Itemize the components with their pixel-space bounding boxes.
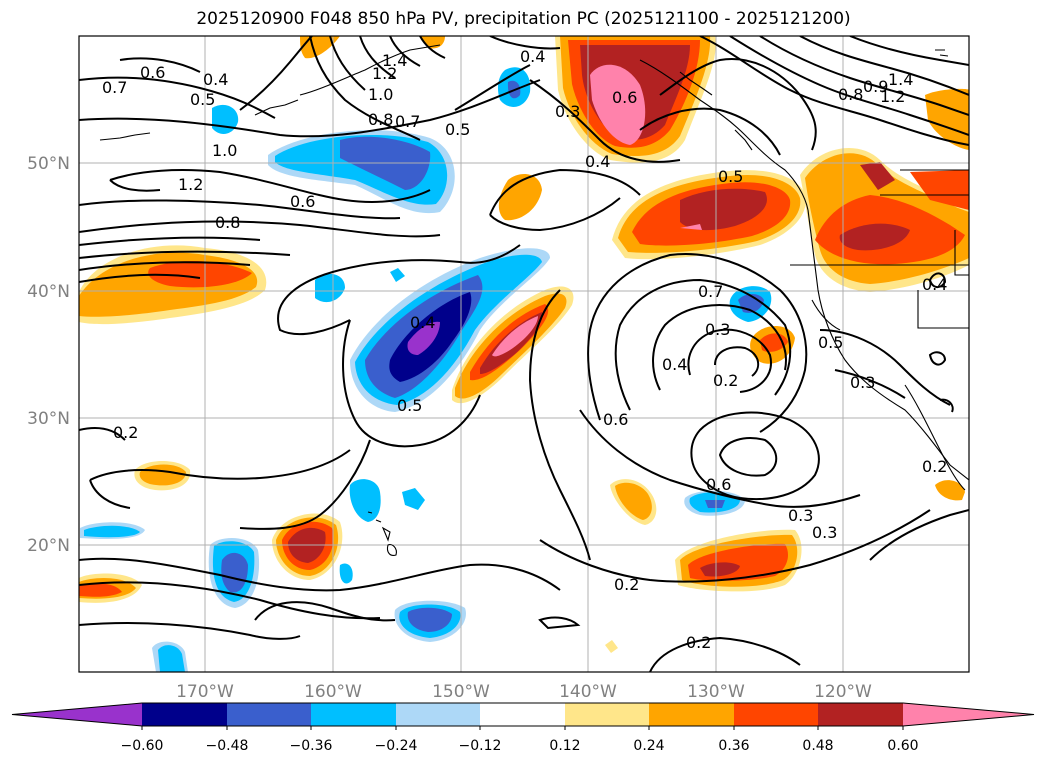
lon-tick-label: 160°W (304, 682, 362, 702)
contour-label: 0.7 (395, 112, 420, 131)
colorbar-tick-label: −0.36 (290, 738, 333, 754)
contour-label: 0.8 (215, 213, 240, 232)
contour-label: 0.7 (102, 78, 127, 97)
contour-labels: 0.6 0.4 0.7 0.5 1.0 1.2 0.8 0.6 0.8 1.0 … (102, 47, 947, 652)
contour-label: 0.8 (368, 110, 393, 129)
colorbar-cell (649, 703, 734, 726)
figure-title: 2025120900 F048 850 hPa PV, precipitatio… (196, 9, 851, 29)
graticule (79, 36, 969, 672)
lat-tick-label: 40°N (27, 282, 70, 302)
lat-tick-label: 30°N (27, 409, 70, 429)
contour-label: 0.2 (713, 371, 738, 390)
colorbar-tick-label: 0.24 (633, 738, 664, 754)
colorbar-cell (311, 703, 396, 726)
colorbar-cell (227, 703, 311, 726)
colorbar-extend-max (903, 703, 1034, 726)
contour-label: 0.4 (662, 355, 687, 374)
lat-axis: 50°N 40°N 30°N 20°N (27, 154, 70, 556)
lat-tick-label: 20°N (27, 536, 70, 556)
colorbar-tick-label: 0.12 (549, 738, 580, 754)
contour-label: 1.4 (382, 51, 407, 70)
contour-label: 0.7 (698, 282, 723, 301)
contour-label: 0.4 (922, 275, 947, 294)
colorbar-cell (480, 703, 565, 726)
contour-label: 0.4 (585, 152, 610, 171)
contour-label: 0.5 (397, 396, 422, 415)
contour-label: 1.2 (880, 87, 905, 106)
contour-label: 1.2 (178, 175, 203, 194)
contour-label: 0.5 (445, 120, 470, 139)
colorbar-tick-label: −0.48 (206, 738, 249, 754)
contour-label: 1.0 (212, 141, 237, 160)
colorbar-cell (396, 703, 480, 726)
lat-tick-label: 50°N (27, 154, 70, 174)
lon-tick-label: 150°W (432, 682, 490, 702)
lon-tick-label: 170°W (176, 682, 234, 702)
contour-label: 0.4 (410, 313, 435, 332)
contour-label: 0.2 (686, 633, 711, 652)
contour-label: 0.6 (706, 475, 731, 494)
pv-contours (79, 36, 969, 672)
contour-label: 0.6 (603, 410, 628, 429)
contour-label: 0.3 (555, 102, 580, 121)
colorbar-cell (734, 703, 818, 726)
colorbar-tick-label: 0.36 (718, 738, 749, 754)
colorbar-tick-label: 0.60 (887, 738, 918, 754)
contour-label: 0.2 (922, 457, 947, 476)
contour-label: 0.4 (203, 70, 228, 89)
lon-tick-label: 140°W (559, 682, 617, 702)
map-content: 0.6 0.4 0.7 0.5 1.0 1.2 0.8 0.6 0.8 1.0 … (79, 36, 969, 672)
contour-label: 1.4 (888, 70, 913, 89)
colorbar-cell (565, 703, 649, 726)
colorbar-tick-label: 0.48 (802, 738, 833, 754)
contour-label: 0.8 (838, 85, 863, 104)
contour-label: 0.6 (290, 192, 315, 211)
contour-label: 0.6 (612, 88, 637, 107)
colorbar-tick-label: −0.24 (375, 738, 418, 754)
contour-label: 0.5 (818, 333, 843, 352)
contour-label: 0.3 (850, 373, 875, 392)
contour-label: 0.6 (140, 63, 165, 82)
lon-axis: 170°W 160°W 150°W 140°W 130°W 120°W (176, 682, 872, 702)
contour-label: 1.0 (368, 85, 393, 104)
colorbar-cell (142, 703, 227, 726)
contour-label: 0.5 (718, 167, 743, 186)
colorbar-cell (818, 703, 903, 726)
contour-label: 0.3 (705, 320, 730, 339)
colorbar-tick-label: −0.12 (459, 738, 502, 754)
contour-label: 1.2 (372, 64, 397, 83)
contour-label: 0.3 (812, 523, 837, 542)
lon-tick-label: 120°W (814, 682, 872, 702)
contour-label: 0.2 (614, 575, 639, 594)
contour-label: 0.4 (520, 47, 545, 66)
coastlines (99, 44, 969, 556)
colorbar-extend-min (12, 703, 142, 726)
map-frame (78, 35, 970, 673)
contour-label: 0.5 (190, 90, 215, 109)
contour-label: 0.2 (113, 423, 138, 442)
colorbar: −0.60 −0.48 −0.36 −0.24 −0.12 0.12 0.24 … (11, 702, 1035, 754)
colorbar-tick-label: −0.60 (121, 738, 164, 754)
lon-tick-label: 130°W (687, 682, 745, 702)
contour-label: 0.3 (788, 506, 813, 525)
contour-label: 0.9 (863, 77, 888, 96)
